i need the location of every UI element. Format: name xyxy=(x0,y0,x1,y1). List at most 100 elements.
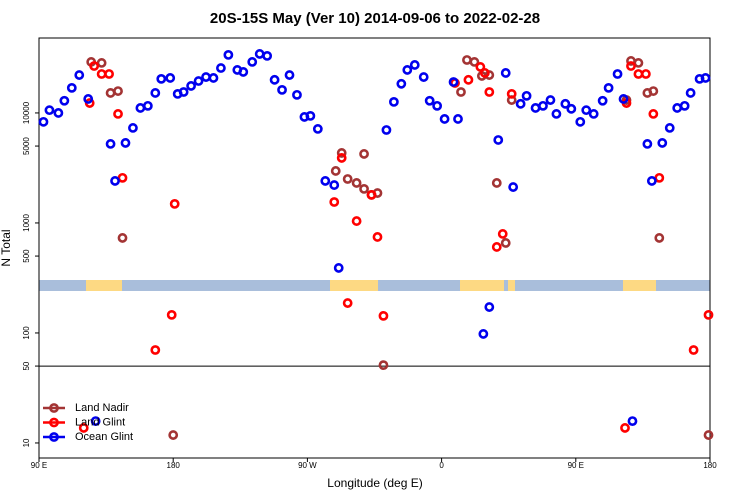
data-point xyxy=(238,67,249,77)
data-point xyxy=(342,174,353,184)
data-point xyxy=(336,153,347,163)
legend-marker xyxy=(49,432,59,442)
data-point xyxy=(685,88,696,98)
data-point xyxy=(648,86,659,96)
data-point xyxy=(186,81,196,91)
data-point xyxy=(333,263,344,273)
data-point xyxy=(424,95,435,106)
data-point xyxy=(703,430,714,440)
data-point xyxy=(201,72,211,82)
data-point xyxy=(402,65,413,75)
data-point xyxy=(378,310,389,321)
data-point xyxy=(44,105,55,116)
data-point xyxy=(329,197,340,207)
data-point xyxy=(484,87,495,97)
data-point xyxy=(305,110,316,121)
data-point xyxy=(538,100,548,111)
data-point xyxy=(178,87,189,97)
data-point xyxy=(448,77,459,87)
data-point xyxy=(120,138,131,148)
data-point xyxy=(456,87,466,97)
data-point xyxy=(575,116,586,127)
data-point xyxy=(515,98,526,109)
legend-label: Land Nadir xyxy=(75,402,129,414)
data-point xyxy=(603,82,614,93)
data-point xyxy=(521,90,532,101)
data-point xyxy=(396,78,407,89)
data-point xyxy=(208,73,219,83)
data-point xyxy=(581,105,592,116)
data-point xyxy=(506,88,517,99)
data-point xyxy=(633,69,644,79)
legend-label: Ocean Glint xyxy=(75,431,133,443)
data-point xyxy=(359,183,369,194)
data-point xyxy=(439,114,450,124)
data-point xyxy=(105,139,116,149)
data-point xyxy=(679,100,690,111)
y-tick-label: 5000 xyxy=(22,137,31,155)
data-point xyxy=(478,329,489,339)
data-point xyxy=(479,68,490,78)
data-point xyxy=(588,109,599,119)
data-point xyxy=(292,89,302,100)
y-tick-label: 100 xyxy=(22,326,31,340)
data-point xyxy=(672,103,683,113)
data-point xyxy=(409,60,420,70)
data-point xyxy=(269,74,280,85)
data-point xyxy=(633,58,644,68)
data-point xyxy=(463,74,474,85)
data-point xyxy=(551,109,562,119)
data-point xyxy=(105,88,116,98)
data-point xyxy=(484,302,495,312)
y-tick-label: 10000 xyxy=(22,101,31,124)
data-point xyxy=(381,125,392,135)
data-point xyxy=(89,61,100,71)
data-point xyxy=(657,138,668,148)
x-tick-label: 90 W xyxy=(298,461,317,470)
data-point xyxy=(530,103,541,113)
data-point xyxy=(703,309,714,320)
data-point xyxy=(618,94,629,104)
data-point xyxy=(566,103,577,114)
data-point xyxy=(654,233,665,243)
data-point xyxy=(688,345,699,355)
data-point xyxy=(320,176,331,186)
data-point xyxy=(193,76,204,86)
data-point xyxy=(66,82,77,93)
data-point xyxy=(640,69,651,79)
data-point xyxy=(117,172,128,183)
x-tick-label: 90 E xyxy=(31,461,47,470)
data-point xyxy=(664,123,675,133)
data-point xyxy=(626,61,636,71)
data-point xyxy=(284,70,295,80)
data-point xyxy=(648,109,659,119)
data-point xyxy=(372,232,383,242)
data-point xyxy=(277,84,287,95)
y-axis-label: N Total xyxy=(0,229,13,266)
land-mask-strip xyxy=(39,280,710,291)
data-point xyxy=(168,430,179,440)
data-point xyxy=(329,180,340,190)
y-tick-label: 500 xyxy=(22,249,31,263)
data-point xyxy=(90,416,101,427)
data-point xyxy=(150,345,161,355)
data-point xyxy=(500,238,511,248)
data-point xyxy=(166,309,177,320)
chart-title: 20S-15S May (Ver 10) 2014-09-06 to 2022-… xyxy=(210,10,540,27)
data-point xyxy=(150,88,161,98)
data-point xyxy=(113,109,123,119)
data-point xyxy=(104,69,114,79)
data-point xyxy=(117,233,128,243)
data-point xyxy=(78,423,89,433)
data-point xyxy=(491,242,502,252)
plot-frame xyxy=(38,37,711,459)
legend-marker xyxy=(49,417,59,428)
data-point xyxy=(545,95,556,105)
data-point xyxy=(74,70,85,80)
x-tick-label: 0 xyxy=(439,461,444,470)
data-point xyxy=(113,86,123,96)
data-point xyxy=(493,135,504,145)
data-point xyxy=(475,62,486,72)
data-point xyxy=(388,97,399,107)
